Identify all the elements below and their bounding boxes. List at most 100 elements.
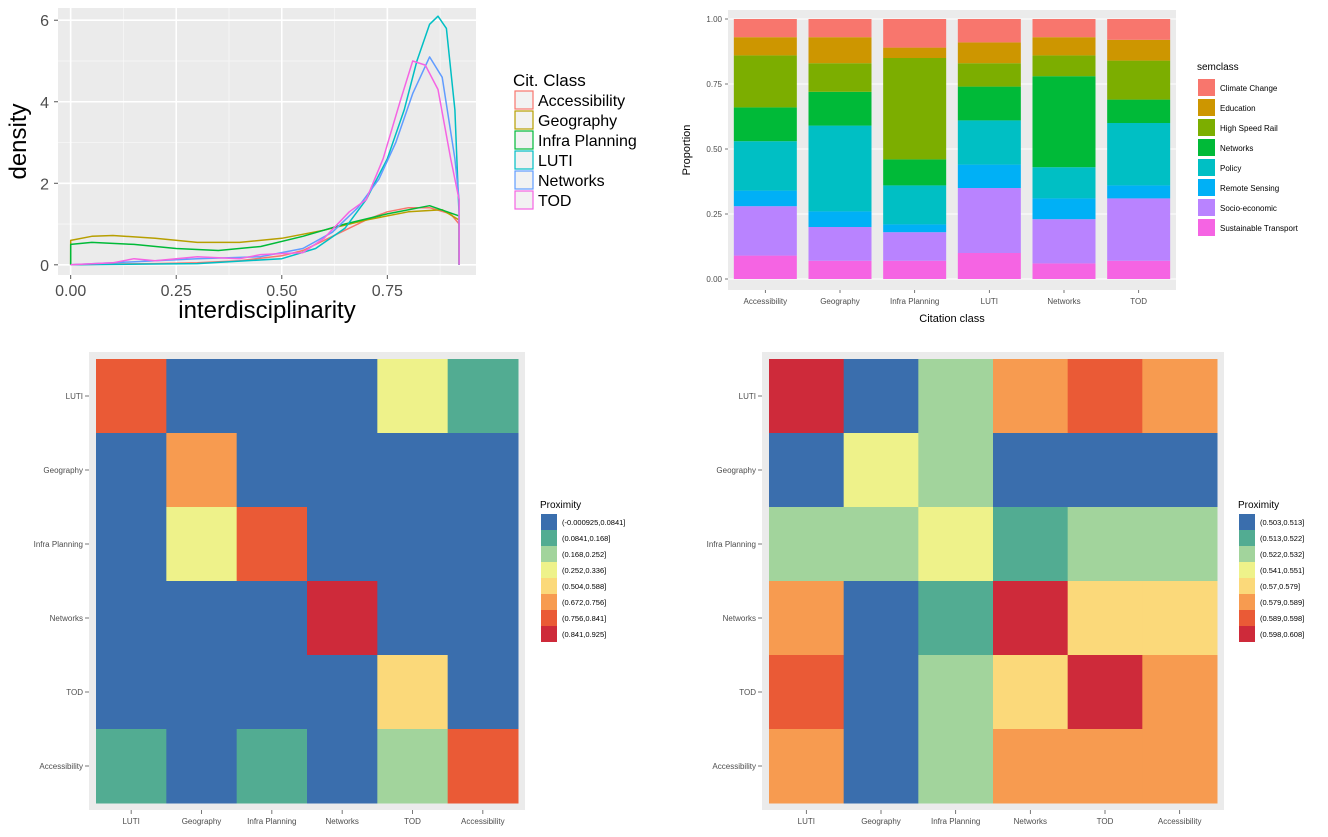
heatmap-legend-label: (0.841,0.925] [562, 630, 606, 639]
heatmap-legend-label: (0.0841,0.168] [562, 534, 610, 543]
stacked-bar-segment [808, 125, 872, 212]
stacked-bar-segment [1107, 60, 1171, 100]
stacked-y-tick-label: 0.75 [706, 80, 722, 89]
stacked-bar-segment [1032, 19, 1096, 38]
density-legend-key [514, 110, 534, 130]
density-y-tick-label: 4 [40, 95, 49, 112]
heatmap-y-tick-label: TOD [66, 688, 83, 697]
stacked-legend-label: Climate Change [1220, 84, 1278, 93]
stacked-bar-segment [733, 107, 797, 142]
stacked-legend-label: Policy [1220, 164, 1241, 173]
heatmap-cell [307, 433, 378, 508]
heatmap-legend-label: (0.522,0.532] [1260, 550, 1304, 559]
heatmap-x-tick-label: Networks [325, 817, 358, 826]
heatmap-x-tick-label: Geography [182, 817, 222, 826]
heatmap-legend-title: Proximity [1238, 500, 1279, 511]
heatmap-cell [307, 581, 378, 656]
stacked-legend-label: Socio-economic [1220, 204, 1277, 213]
heatmap-cell [918, 729, 994, 804]
heatmap-cell [1142, 581, 1218, 656]
stacked-bar-segment [1032, 263, 1096, 279]
density-plot: 0.00 0.25 0.50 0.75 0 2 4 6 interdisciplinarity d… [5, 8, 637, 324]
heatmap-y-tick-label: LUTI [739, 392, 756, 401]
stacked-bar-segment [1032, 37, 1096, 56]
stacked-bar-segment [733, 19, 797, 38]
heatmap-cell [377, 433, 449, 508]
heatmap-cell [918, 581, 994, 656]
heatmap-cell [769, 507, 845, 582]
heatmap-legend-key [1239, 562, 1255, 578]
stacked-bar-segment [957, 164, 1021, 188]
heatmap-legend-key [541, 514, 557, 530]
heatmap-cell [447, 581, 519, 656]
heatmap-cell [166, 507, 238, 582]
stacked-bar-segment [883, 260, 947, 279]
heatmap-legend-label: (0.598,0.608] [1260, 630, 1304, 639]
heatmap-y-tick-label: Infra Planning [707, 540, 756, 549]
heatmap-cell [236, 359, 308, 434]
heatmap-cell [236, 655, 308, 730]
heatmap-cell [1067, 507, 1143, 582]
density-legend-key [514, 170, 534, 190]
heatmap-y-tick-label: Infra Planning [34, 540, 83, 549]
stacked-legend-title: semclass [1197, 62, 1239, 73]
heatmap-x-tick-label: Infra Planning [247, 817, 296, 826]
heatmap-cell [843, 581, 919, 656]
stacked-bar-segment [808, 211, 872, 227]
heatmap-cell [843, 359, 919, 434]
stacked-bar-segment [808, 19, 872, 38]
heatmap-cell [918, 433, 994, 508]
heatmap-left: LUTI Geography Infra Planning Networks TOD Ac… [34, 352, 625, 826]
heatmap-x-tick-label: TOD [404, 817, 421, 826]
stacked-bar-segment [957, 63, 1021, 87]
density-x-tick-label: 0.25 [161, 283, 192, 300]
density-legend-label: Infra Planning [538, 133, 637, 150]
heatmap-x-tick-label: LUTI [122, 817, 139, 826]
heatmap-cell [447, 655, 519, 730]
stacked-bar-segment [883, 224, 947, 233]
heatmap-x-tick-label: Geography [861, 817, 901, 826]
stacked-legend-label: Networks [1220, 144, 1253, 153]
density-x-tick-label: 0.00 [55, 283, 86, 300]
heatmap-cell [843, 507, 919, 582]
heatmap-y-tick-label: Accessibility [39, 762, 83, 771]
heatmap-legend-key [541, 578, 557, 594]
stacked-bar-chart: 0.00 0.25 0.50 0.75 1.00 Accessibility Geograp… [681, 10, 1299, 325]
heatmap-legend-label: (0.672,0.756] [562, 598, 606, 607]
heatmap-legend-label: (0.252,0.336] [562, 566, 606, 575]
stacked-bar-segment [733, 206, 797, 256]
stacked-legend-key [1198, 99, 1215, 116]
heatmap-legend-key [541, 562, 557, 578]
density-x-tick-label: 0.75 [372, 283, 403, 300]
stacked-bar-segment [1107, 198, 1171, 261]
stacked-bar-segment [733, 190, 797, 207]
heatmap-cell [1067, 729, 1143, 804]
stacked-y-axis-title: Proportion [681, 125, 693, 176]
density-legend-key [514, 130, 534, 150]
heatmap-cell [918, 359, 994, 434]
heatmap-legend-key [541, 626, 557, 642]
heatmap-cell [377, 729, 449, 804]
heatmap-cell [96, 433, 167, 508]
stacked-bar-segment [957, 19, 1021, 43]
stacked-x-tick-label: LUTI [981, 297, 998, 306]
heatmap-cell [447, 359, 519, 434]
heatmap-cell [236, 433, 308, 508]
heatmap-cell [1067, 433, 1143, 508]
heatmap-legend-label: (0.57,0.579] [1260, 582, 1300, 591]
stacked-bar-segment [883, 47, 947, 58]
stacked-x-tick-label: Geography [820, 297, 860, 306]
heatmap-cell [236, 507, 308, 582]
stacked-bar-segment [808, 260, 872, 279]
stacked-bar-segment [957, 86, 1021, 121]
heatmap-cell [769, 433, 845, 508]
stacked-bar-segment [808, 37, 872, 64]
heatmap-cell [918, 507, 994, 582]
heatmap-cell [769, 359, 845, 434]
heatmap-cell [166, 655, 238, 730]
heatmap-cell [447, 729, 519, 804]
density-curve-tod [69, 60, 460, 266]
stacked-y-tick-label: 0.00 [706, 275, 722, 284]
stacked-bar-segment [808, 91, 872, 126]
